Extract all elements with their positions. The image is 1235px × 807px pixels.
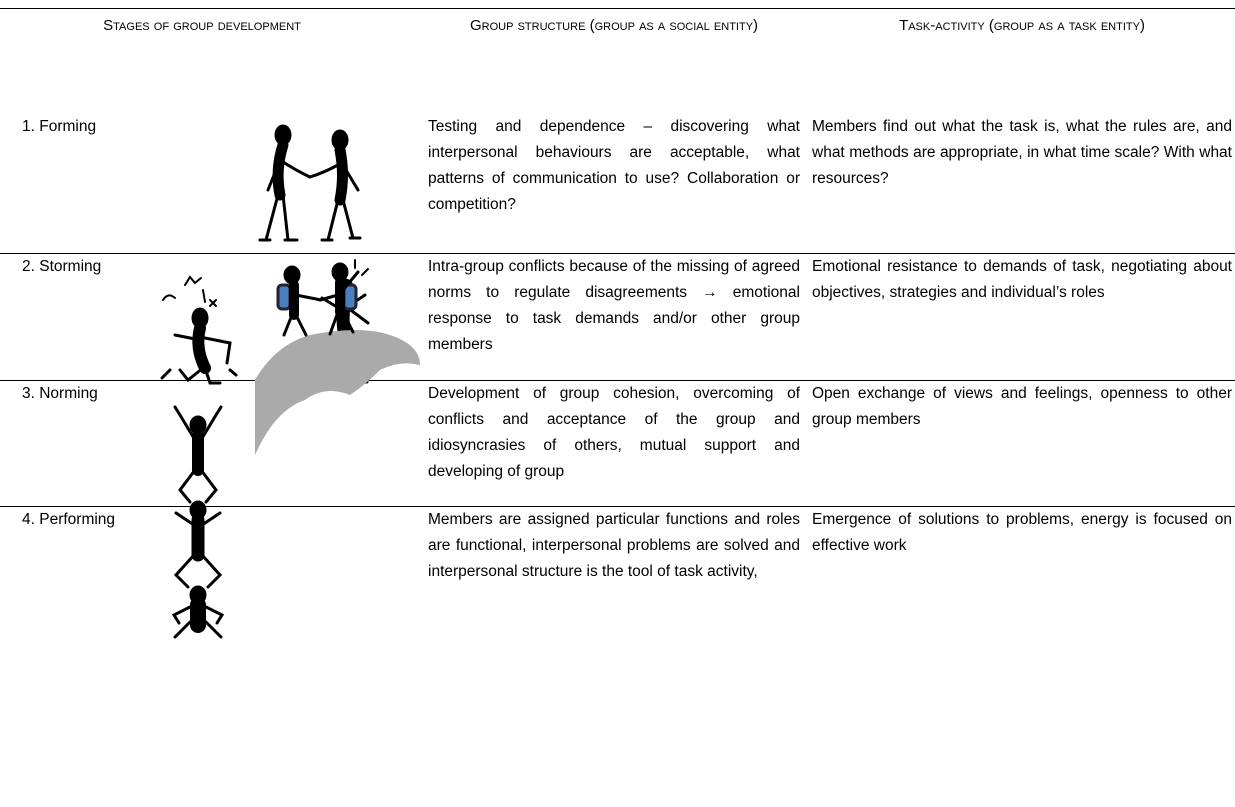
- stage: 2. Storming: [22, 258, 102, 275]
- header-cell: Stages of group development: [103, 17, 301, 34]
- group-structure: Testing and dependence – discovering wha…: [428, 118, 800, 213]
- task-activity: Emergence of solutions to problems, ener…: [812, 511, 1232, 554]
- top-rule: [0, 8, 1235, 9]
- forming-figures: [258, 124, 362, 242]
- row-rule: [0, 380, 1235, 381]
- stage: 4. Performing: [22, 511, 116, 528]
- task-activity: Members find out what the task is, what …: [812, 118, 1232, 187]
- task-activity: Emotional resistance to demands of task,…: [812, 258, 1232, 301]
- group-structure: Development of group cohesion, overcomin…: [428, 385, 800, 480]
- performing-figures: [171, 405, 225, 639]
- stage: 1. Forming: [22, 118, 97, 135]
- row-rule: [0, 506, 1235, 507]
- group-structure: Intra-group conflicts because of the mis…: [428, 258, 800, 353]
- row-rule: [0, 253, 1235, 254]
- header-cell: Task-activity (group as a task entity): [899, 17, 1145, 34]
- task-activity: Open exchange of views and feelings, ope…: [812, 385, 1232, 428]
- header-cell: Group structure (group as a social entit…: [469, 17, 759, 34]
- group-structure: Members are assigned particular function…: [428, 511, 800, 580]
- stage: 3. Norming: [22, 385, 98, 402]
- norming-figures: [255, 262, 420, 455]
